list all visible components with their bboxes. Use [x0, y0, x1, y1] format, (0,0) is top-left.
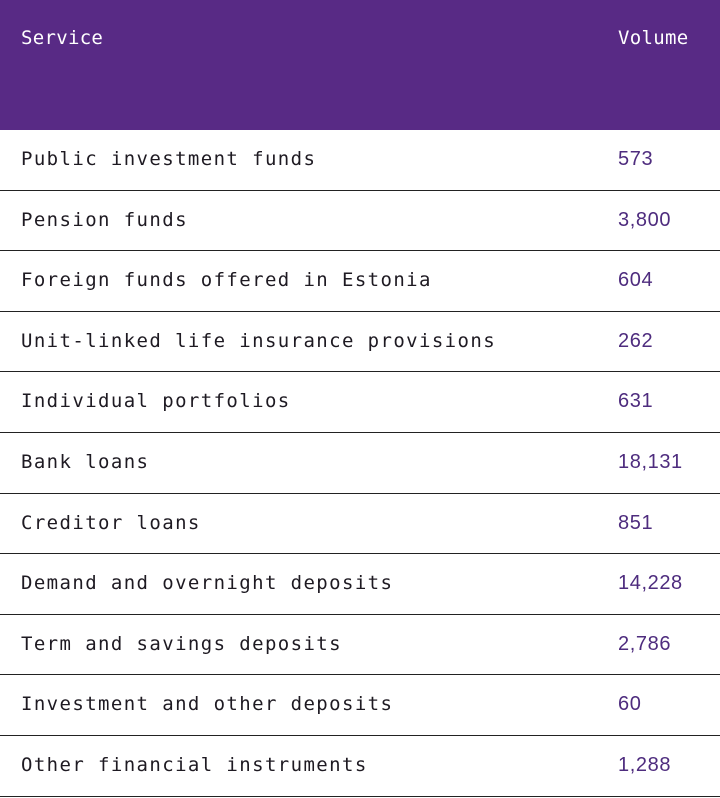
volume-cell: 1,288 [618, 753, 672, 776]
volume-cell: 851 [618, 511, 654, 534]
service-cell: Term and savings deposits [21, 632, 342, 655]
volume-cell: 604 [618, 269, 654, 292]
table-row: Public investment funds 573 [0, 130, 720, 191]
service-cell: Other financial instruments [21, 753, 368, 776]
table-row: Demand and overnight deposits 14,228 [0, 554, 720, 615]
volume-cell: 2,786 [618, 632, 672, 655]
table-header: Service Volume [0, 0, 720, 130]
service-cell: Foreign funds offered in Estonia [21, 269, 432, 292]
table-row: Pension funds 3,800 [0, 191, 720, 252]
table-row: Unit-linked life insurance provisions 26… [0, 312, 720, 373]
volume-cell: 18,131 [618, 450, 683, 473]
table-row: Bank loans 18,131 [0, 433, 720, 494]
table-row: Term and savings deposits 2,786 [0, 615, 720, 676]
column-header-service: Service [21, 27, 104, 49]
service-cell: Pension funds [21, 208, 188, 231]
service-cell: Demand and overnight deposits [21, 572, 394, 595]
volume-cell: 60 [618, 693, 642, 716]
column-header-volume: Volume [618, 27, 689, 49]
volume-cell: 573 [618, 148, 654, 170]
service-cell: Creditor loans [21, 511, 201, 534]
service-cell: Public investment funds [21, 148, 317, 170]
service-cell: Bank loans [21, 450, 150, 473]
volume-cell: 262 [618, 329, 654, 352]
table-row: Foreign funds offered in Estonia 604 [0, 251, 720, 312]
service-cell: Individual portfolios [21, 390, 291, 413]
table-row: Creditor loans 851 [0, 494, 720, 555]
table-row: Other financial instruments 1,288 [0, 736, 720, 797]
volume-cell: 14,228 [618, 572, 683, 595]
service-cell: Investment and other deposits [21, 693, 394, 716]
table-row: Individual portfolios 631 [0, 372, 720, 433]
volume-cell: 3,800 [618, 208, 672, 231]
service-cell: Unit-linked life insurance provisions [21, 329, 497, 352]
volume-cell: 631 [618, 390, 654, 413]
table-row: Investment and other deposits 60 [0, 675, 720, 736]
